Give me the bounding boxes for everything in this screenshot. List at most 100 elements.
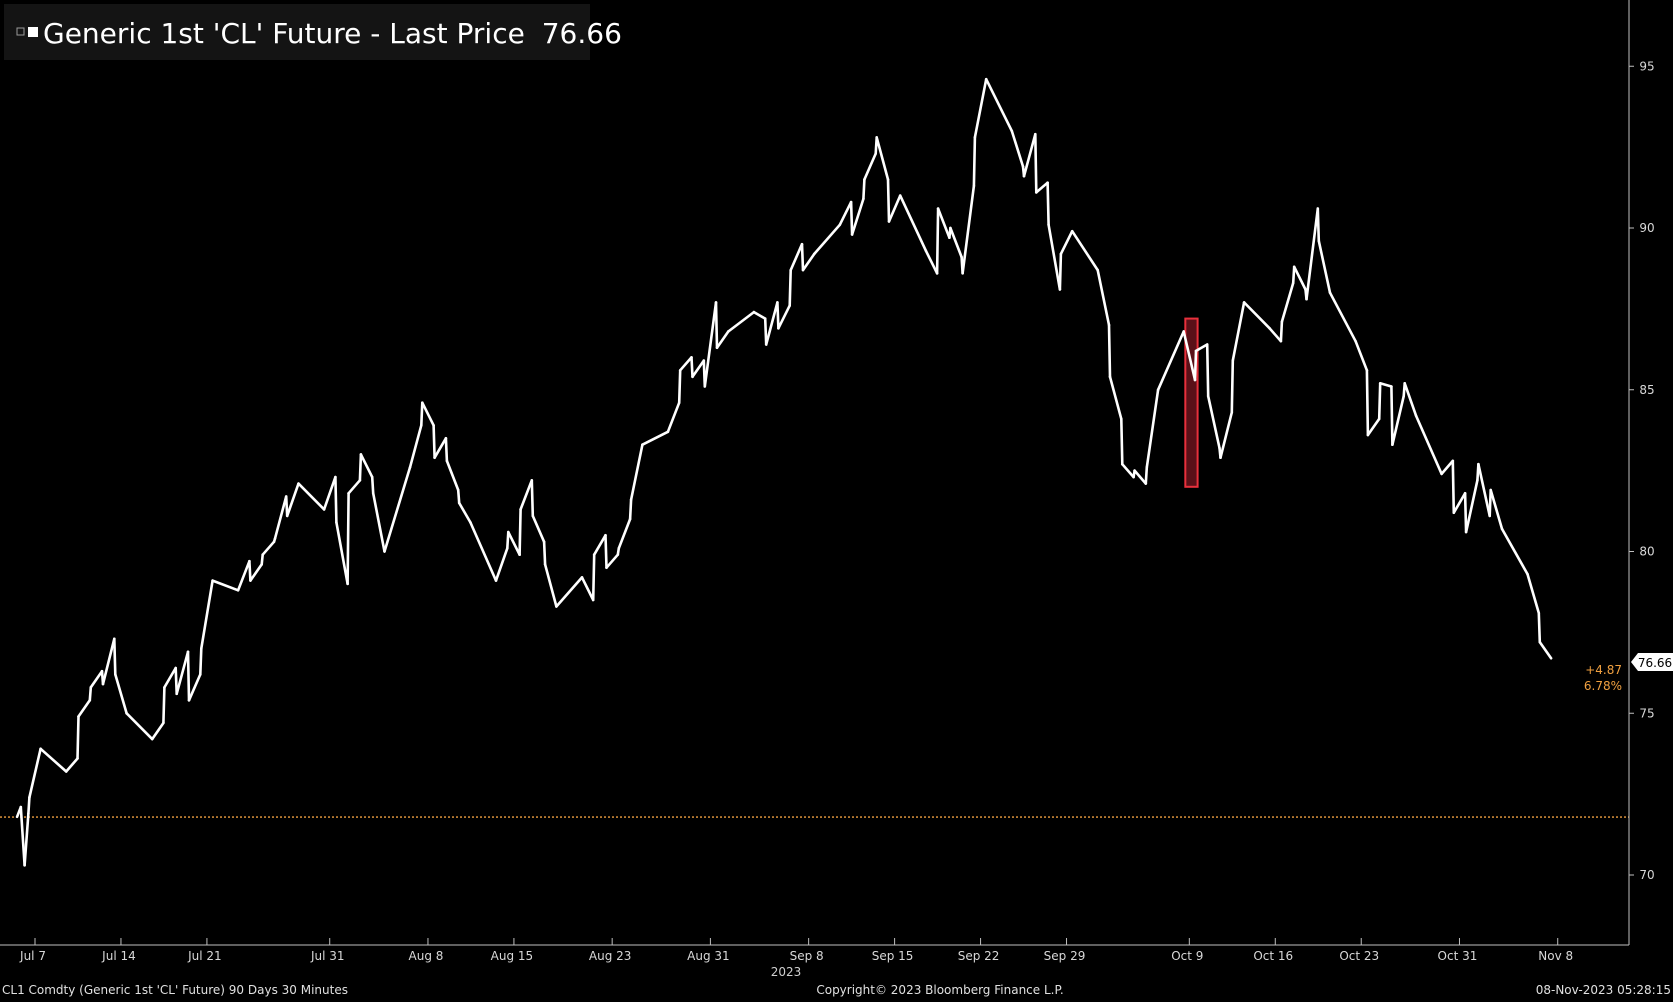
- price-line-segment: [1121, 462, 1135, 479]
- price-point: [1145, 466, 1148, 469]
- price-line-segment: [1538, 640, 1553, 660]
- price-line-segment: [456, 488, 461, 505]
- price-point: [1035, 191, 1038, 194]
- price-line-segment: [346, 491, 350, 586]
- price-line-segment: [530, 478, 535, 518]
- last-price-marker: 76.66 +4.87 6.78%: [1584, 653, 1673, 693]
- x-tick-label: Oct 16: [1253, 949, 1293, 963]
- price-line-segment: [1010, 129, 1025, 168]
- price-point: [1121, 463, 1124, 466]
- price-line-segment: [973, 77, 988, 139]
- price-point: [1059, 288, 1061, 291]
- price-line-segment: [726, 310, 756, 333]
- change-absolute: +4.87: [1585, 663, 1622, 677]
- price-point: [1316, 207, 1319, 210]
- price-point: [802, 269, 804, 271]
- price-point: [1537, 612, 1540, 614]
- price-point: [1206, 343, 1209, 346]
- price-line-segment: [949, 226, 963, 259]
- price-line-segment: [1022, 132, 1037, 178]
- price-point: [1477, 463, 1480, 466]
- price-point: [702, 359, 705, 362]
- price-point: [211, 579, 214, 582]
- price-line-segment: [1451, 459, 1456, 515]
- price-line-segment: [1156, 330, 1185, 392]
- price-line-segment: [1182, 330, 1197, 382]
- price-point: [1133, 469, 1136, 472]
- x-tick-label: Jul 7: [19, 949, 46, 963]
- price-point: [1452, 511, 1455, 514]
- price-point: [1538, 641, 1541, 643]
- price-point: [1207, 395, 1210, 398]
- price-point: [1194, 379, 1196, 381]
- price-line-segment: [248, 559, 252, 582]
- price-point: [469, 521, 472, 524]
- price-line-segment: [322, 475, 337, 511]
- price-point: [102, 683, 104, 685]
- price-line-segment: [678, 356, 693, 372]
- x-tick-label: Oct 23: [1339, 949, 1379, 963]
- price-line-segment: [898, 194, 928, 252]
- price-point: [776, 301, 779, 304]
- price-point: [555, 605, 558, 608]
- price-line-segment: [1537, 611, 1542, 644]
- price-line-segment: [199, 647, 203, 676]
- price-line-segment: [789, 242, 804, 272]
- x-tick-label: Aug 8: [409, 949, 444, 963]
- x-axis: Jul 7 Jul 14 Jul 21 Jul 31 Aug 8 Aug 15 Aug 23…: [19, 938, 1573, 963]
- price-point: [974, 136, 976, 139]
- price-line-segment: [236, 559, 251, 592]
- price-line-segment: [714, 301, 719, 350]
- price-point: [1109, 375, 1111, 378]
- legend-collapse-icon[interactable]: [16, 27, 25, 36]
- price-point: [703, 385, 706, 388]
- price-line-segment: [617, 517, 632, 550]
- price-point: [1022, 165, 1024, 168]
- price-point: [237, 589, 240, 592]
- price-point: [323, 508, 325, 511]
- price-point: [1489, 489, 1492, 491]
- price-line-segment: [1414, 414, 1443, 476]
- price-point: [125, 712, 128, 715]
- price-line-segment: [370, 475, 375, 495]
- price-line-segment: [1500, 527, 1529, 576]
- price-point: [175, 692, 178, 695]
- price-point: [421, 401, 424, 404]
- price-point: [518, 553, 521, 556]
- price-point: [530, 479, 533, 482]
- price-line-segment: [1463, 491, 1468, 534]
- price-point: [1367, 434, 1369, 436]
- price-point: [39, 747, 42, 750]
- price-line-segment: [604, 533, 608, 570]
- price-point: [605, 566, 608, 569]
- price-point: [937, 207, 939, 210]
- price-point: [383, 550, 386, 553]
- price-line-segment: [1403, 381, 1418, 417]
- price-point: [531, 515, 534, 517]
- price-point: [1526, 573, 1529, 575]
- price-point: [1378, 418, 1381, 420]
- price-line-segment: [1144, 466, 1149, 485]
- price-point: [65, 770, 68, 773]
- price-line-segment: [273, 495, 288, 540]
- price-point: [789, 269, 792, 271]
- price-line-segment: [849, 200, 854, 236]
- price-line-segment: [175, 650, 190, 696]
- price-line-segment: [1047, 223, 1062, 291]
- x-axis-year-label: 2023: [771, 965, 802, 979]
- price-line-segment: [1477, 462, 1491, 518]
- price-line-segment: [1242, 301, 1271, 330]
- price-line-segment: [27, 796, 31, 815]
- x-tick-label: Oct 31: [1438, 949, 1478, 963]
- price-line-segment: [800, 242, 805, 272]
- price-line-segment: [200, 579, 214, 650]
- price-line-segment: [703, 301, 718, 388]
- price-point: [1243, 301, 1245, 304]
- price-line-segment: [936, 207, 951, 239]
- price-line-segment: [28, 747, 42, 799]
- y-tick-label: 90: [1639, 221, 1654, 235]
- price-point: [850, 201, 852, 204]
- price-line-segment: [1391, 394, 1405, 447]
- price-point: [285, 495, 288, 498]
- price-point: [261, 553, 264, 556]
